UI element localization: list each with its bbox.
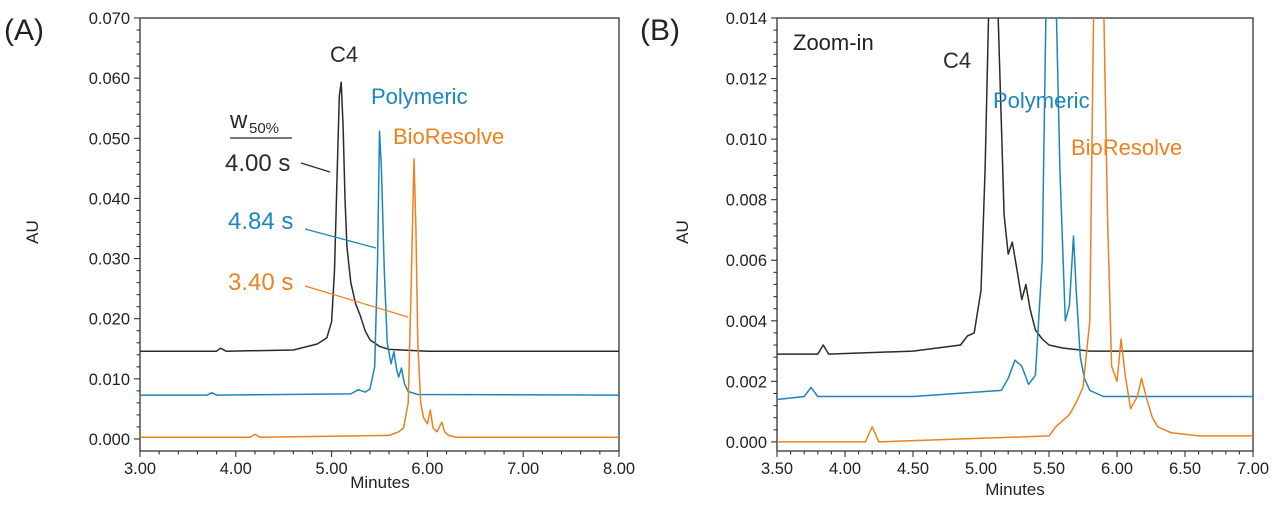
c4-width-leader-line: [300, 162, 331, 173]
panel-a-polymeric-trace: [140, 130, 620, 396]
panel-a-y-tick-label: 0.010: [89, 371, 130, 389]
panel-a-x-tick-label: 6.00: [411, 460, 443, 478]
panel-a-y-tick-label: 0.040: [89, 190, 130, 208]
panel-b-y-tick-label: 0.008: [726, 192, 767, 210]
panel-a-x-tick-label: 3.00: [124, 460, 156, 478]
panel-b-y-tick-label: 0.014: [726, 10, 767, 28]
panel-b-y-tick-label: 0.006: [726, 252, 767, 270]
panel-b-x-tick-label: 5.00: [965, 460, 997, 478]
panel-a-bioresolve-label: BioResolve: [393, 124, 504, 149]
panel-b-y-tick-label: 0.004: [726, 313, 767, 331]
panel-b-bioresolve-trace: [777, 18, 1253, 443]
panel-a-y-tick-label: 0.050: [89, 130, 130, 148]
peak-width-header: w 50%: [229, 107, 292, 139]
polymeric-width-leader-line: [304, 228, 377, 249]
panel-b-x-tick-label: 4.50: [897, 460, 929, 478]
panel-b-label: (B): [640, 14, 680, 47]
panel-b-x-tick-label: 7.00: [1237, 460, 1269, 478]
panel-a: (A) 3.00 4.00 5.00 6.00 7.00 8.00 0.000 0.010 0.…: [4, 10, 635, 492]
panel-b-y-tick-label: 0.012: [726, 71, 767, 89]
panel-a-x-tick-label: 7.00: [507, 460, 539, 478]
panel-b-x-tick-label: 6.50: [1169, 460, 1201, 478]
panel-b-y-tick-label: 0.010: [726, 131, 767, 149]
panel-b-x-axis-title: Minutes: [985, 480, 1045, 499]
panel-b-x-tick-label: 4.00: [829, 460, 861, 478]
bioresolve-width-leader-line: [304, 285, 409, 318]
panel-a-y-tick-label: 0.000: [89, 431, 130, 449]
panel-a-y-tick-label: 0.030: [89, 251, 130, 269]
panel-b-x-tick-label: 5.50: [1033, 460, 1065, 478]
panel-a-polymeric-label: Polymeric: [371, 84, 468, 109]
panel-b-y-tick-label: 0.000: [726, 434, 767, 452]
panel-b-bioresolve-label: BioResolve: [1071, 135, 1182, 160]
panel-b-y-axis-title: AU: [673, 220, 692, 244]
panel-a-traces: [140, 81, 620, 438]
panel-a-axes: 3.00 4.00 5.00 6.00 7.00 8.00 0.000 0.010 0.020 0…: [89, 10, 635, 478]
panel-a-label: (A): [4, 14, 44, 47]
panel-a-y-tick-label: 0.020: [89, 311, 130, 329]
panel-b: (B) 3.50 4.00 4.50 5.00 5.50 6.00 6.50 7.00 0.00…: [640, 10, 1269, 499]
panel-b-axes: 3.50 4.00 4.50 5.00 5.50 6.00 6.50 7.00 0.000 0.0…: [726, 10, 1269, 478]
zoom-in-label: Zoom-in: [793, 30, 874, 55]
panel-a-bioresolve-trace: [140, 157, 619, 438]
peak-width-header-subscript: 50%: [249, 120, 279, 137]
panel-a-c4-trace: [140, 81, 619, 352]
panel-b-x-tick-label: 6.00: [1101, 460, 1133, 478]
panel-a-y-axis-title: AU: [23, 220, 42, 244]
panel-a-y-tick-label: 0.060: [89, 70, 130, 88]
panel-b-c4-label: C4: [943, 48, 971, 73]
panel-a-x-axis-title: Minutes: [350, 473, 410, 492]
c4-peak-width-value: 4.00 s: [225, 150, 290, 177]
bioresolve-peak-width-value: 3.40 s: [228, 269, 293, 296]
peak-width-header-symbol: w: [229, 107, 248, 134]
panel-a-c4-label: C4: [330, 42, 358, 67]
panel-a-y-tick-label: 0.070: [89, 10, 130, 28]
panel-a-x-tick-label: 8.00: [603, 460, 635, 478]
polymeric-peak-width-value: 4.84 s: [228, 208, 293, 235]
panel-a-x-tick-label: 4.00: [220, 460, 252, 478]
panel-b-polymeric-label: Polymeric: [993, 88, 1090, 113]
panel-a-plot-frame: [139, 17, 620, 452]
panel-b-x-tick-label: 3.50: [761, 460, 793, 478]
panel-b-c4-trace: [777, 18, 1253, 355]
panel-b-y-tick-label: 0.002: [726, 373, 767, 391]
panel-b-traces: [777, 18, 1253, 443]
panel-a-x-tick-label: 5.00: [316, 460, 348, 478]
panel-b-plot-frame: [776, 17, 1254, 452]
panel-b-polymeric-trace: [777, 18, 1253, 401]
